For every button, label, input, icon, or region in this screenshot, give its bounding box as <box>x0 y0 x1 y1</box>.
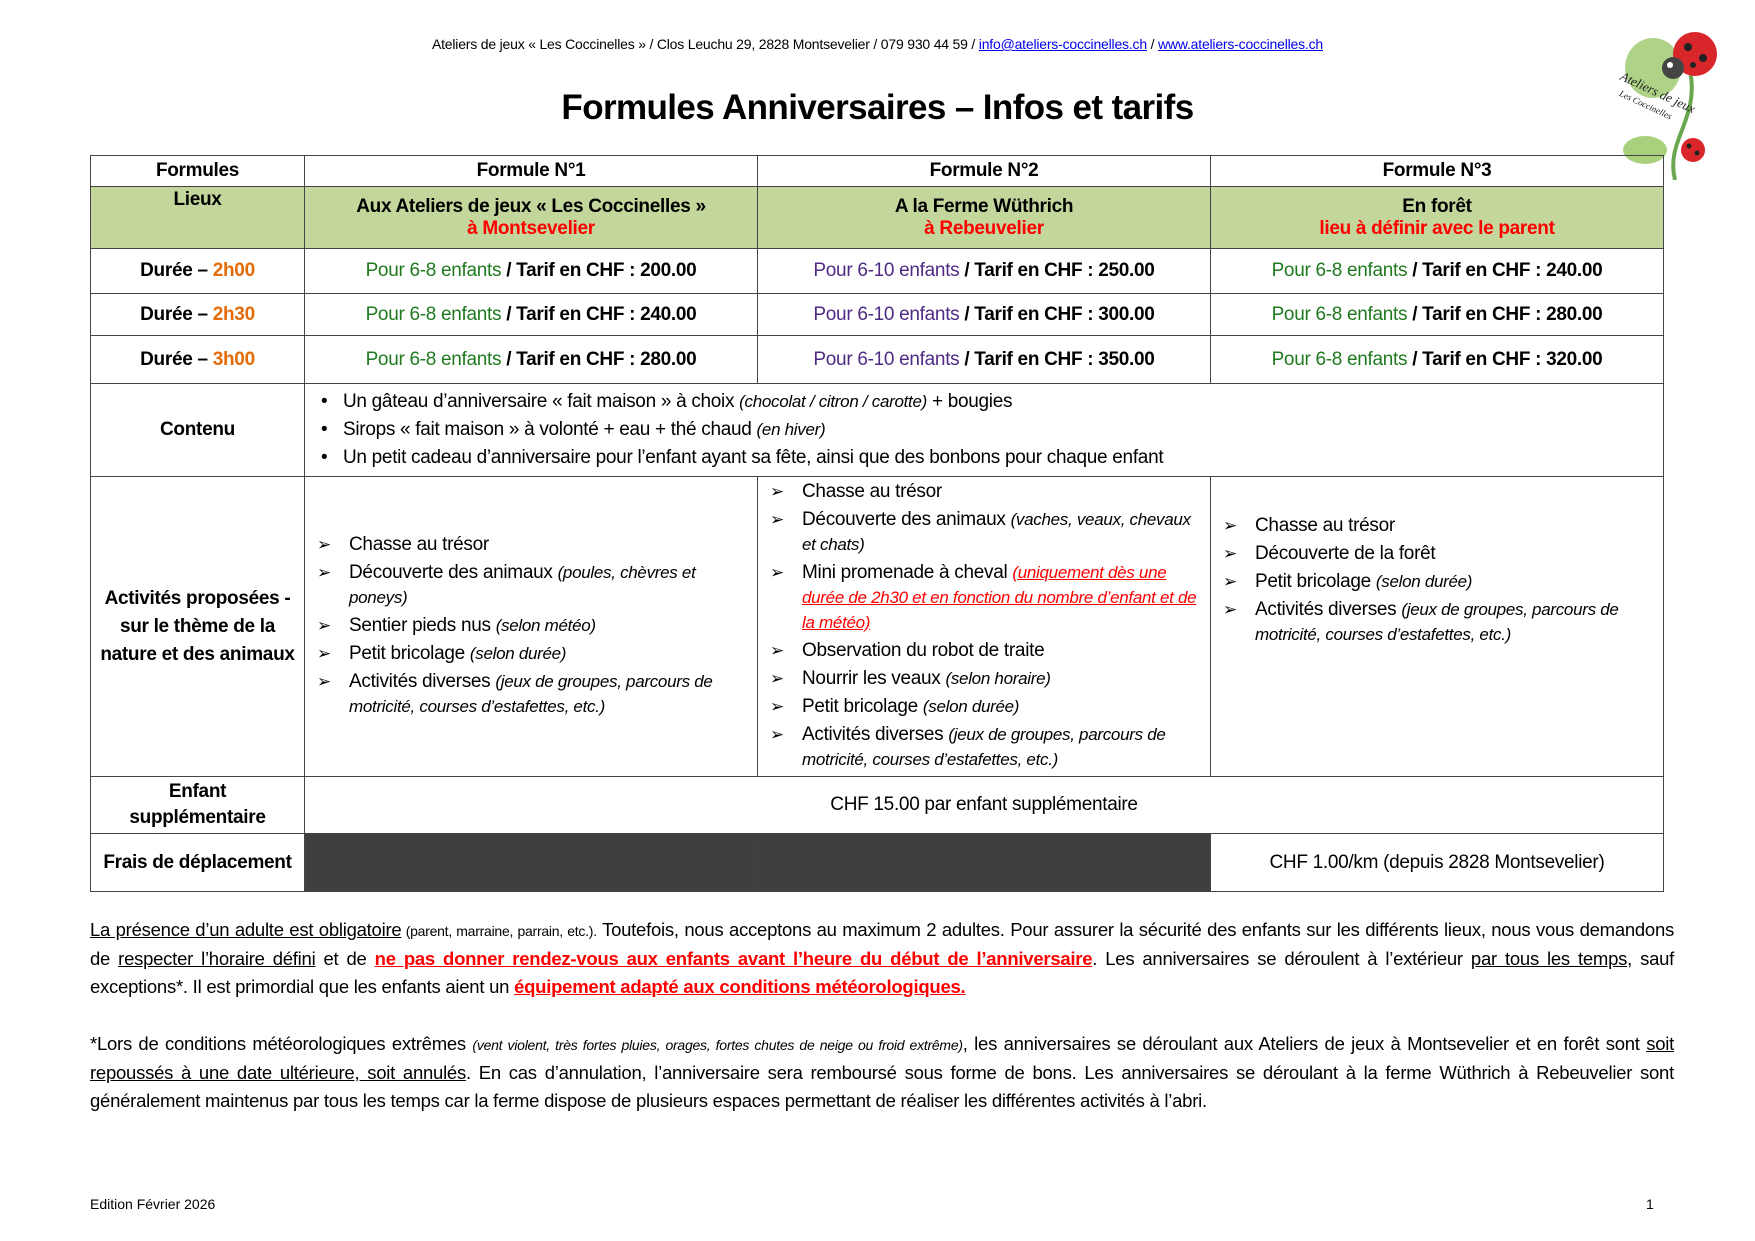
lieu-formule-1: Aux Ateliers de jeux « Les Coccinelles »… <box>304 186 758 249</box>
price-cell: Pour 6-10 enfants / Tarif en CHF : 300.0… <box>757 293 1211 336</box>
page-number: 1 <box>1646 1196 1654 1212</box>
activites-row: Activités proposées - sur le thème de la… <box>90 476 1664 777</box>
list-item: Chasse au trésor <box>766 479 1202 504</box>
price-cell: Pour 6-8 enfants / Tarif en CHF : 240.00 <box>1210 248 1664 294</box>
activites-formule-1: Chasse au trésor Découverte des animaux … <box>304 476 758 777</box>
duration-row: Durée – 2h00 Pour 6-8 enfants / Tarif en… <box>90 248 1664 294</box>
header-row: Formules Formule N°1 Formule N°2 Formule… <box>90 155 1664 187</box>
activites-label: Activités proposées - sur le thème de la… <box>90 476 305 777</box>
list-item: Découverte des animaux (poules, chèvres … <box>313 560 749 610</box>
duration-row: Durée – 2h30 Pour 6-8 enfants / Tarif en… <box>90 293 1664 336</box>
website-link[interactable]: www.ateliers-coccinelles.ch <box>1158 36 1324 52</box>
lieu-formule-3: En forêt lieu à définir avec le parent <box>1210 186 1664 249</box>
price-cell: Pour 6-10 enfants / Tarif en CHF : 250.0… <box>757 248 1211 294</box>
duration-label: Durée – 2h30 <box>90 293 305 336</box>
place-name: Aux Ateliers de jeux « Les Coccinelles » <box>356 195 706 217</box>
list-item: Sentier pieds nus (selon météo) <box>313 613 749 638</box>
lieux-row: Lieux Aux Ateliers de jeux « Les Coccine… <box>90 186 1664 249</box>
col-header-formule-2: Formule N°2 <box>757 155 1211 187</box>
place-town: à Montsevelier <box>467 217 595 239</box>
list-item: Petit bricolage (selon durée) <box>1219 569 1655 594</box>
weather-note: *Lors de conditions météorologiques extr… <box>90 1033 1674 1111</box>
price-cell: Pour 6-8 enfants / Tarif en CHF : 280.00 <box>1210 293 1664 336</box>
activites-formule-3: Chasse au trésor Découverte de la forêt … <box>1210 476 1664 777</box>
contenu-cell: Un gâteau d’anniversaire « fait maison »… <box>304 383 1664 477</box>
place-name: A la Ferme Wüthrich <box>894 195 1074 217</box>
list-item: Un gâteau d’anniversaire « fait maison »… <box>313 388 1655 416</box>
list-item: Activités diverses (jeux de groupes, par… <box>1219 597 1655 647</box>
place-name: En forêt <box>1402 195 1472 217</box>
email-link[interactable]: info@ateliers-coccinelles.ch <box>978 36 1147 52</box>
contenu-label: Contenu <box>90 383 305 477</box>
price-cell: Pour 6-10 enfants / Tarif en CHF : 350.0… <box>757 335 1211 384</box>
contenu-row: Contenu Un gâteau d’anniversaire « fait … <box>90 383 1664 477</box>
travel-na-formule-1 <box>304 833 758 892</box>
extra-child-row: Enfant supplémentaire CHF 15.00 par enfa… <box>90 776 1664 834</box>
price-cell: Pour 6-8 enfants / Tarif en CHF : 200.00 <box>304 248 758 294</box>
col-header-formule-1: Formule N°1 <box>304 155 758 187</box>
duration-row: Durée – 3h00 Pour 6-8 enfants / Tarif en… <box>90 335 1664 384</box>
extra-child-value: CHF 15.00 par enfant supplémentaire <box>304 776 1664 834</box>
duration-label: Durée – 3h00 <box>90 335 305 384</box>
col-header-formules: Formules <box>90 155 305 187</box>
list-item: Nourrir les veaux (selon horaire) <box>766 666 1202 691</box>
lieux-label: Lieux <box>90 186 305 249</box>
list-item: Petit bricolage (selon durée) <box>313 641 749 666</box>
travel-value: CHF 1.00/km (depuis 2828 Montsevelier) <box>1210 833 1664 892</box>
duration-label: Durée – 2h00 <box>90 248 305 294</box>
pricing-table: Formules Formule N°1 Formule N°2 Formule… <box>90 155 1664 892</box>
list-item: Un petit cadeau d’anniversaire pour l’en… <box>313 444 1655 472</box>
list-item: Chasse au trésor <box>313 532 749 557</box>
page-title: Formules Anniversaires – Infos et tarifs <box>561 88 1194 127</box>
lieu-formule-2: A la Ferme Wüthrich à Rebeuvelier <box>757 186 1211 249</box>
list-item: Petit bricolage (selon durée) <box>766 694 1202 719</box>
price-cell: Pour 6-8 enfants / Tarif en CHF : 240.00 <box>304 293 758 336</box>
list-item: Activités diverses (jeux de groupes, par… <box>313 669 749 719</box>
list-item: Chasse au trésor <box>1219 513 1655 538</box>
list-item: Découverte des animaux (vaches, veaux, c… <box>766 507 1202 557</box>
ladybug-logo: Ateliers de jeux Les Coccinelles <box>1617 32 1717 180</box>
price-cell: Pour 6-8 enfants / Tarif en CHF : 280.00 <box>304 335 758 384</box>
list-item: Activités diverses (jeux de groupes, par… <box>766 722 1202 772</box>
travel-label: Frais de déplacement <box>90 833 305 892</box>
list-item: Sirops « fait maison » à volonté + eau +… <box>313 416 1655 444</box>
adult-presence-note: La présence d’un adulte est obligatoire … <box>90 919 1675 997</box>
activites-formule-2: Chasse au trésor Découverte des animaux … <box>757 476 1211 777</box>
list-item: Observation du robot de traite <box>766 638 1202 663</box>
list-item: Découverte de la forêt <box>1219 541 1655 566</box>
travel-na-formule-2 <box>757 833 1211 892</box>
letterhead: Ateliers de jeux « Les Coccinelles » / C… <box>0 36 1755 52</box>
place-town: lieu à définir avec le parent <box>1319 217 1555 239</box>
separator: / <box>1146 36 1159 52</box>
address-text: Ateliers de jeux « Les Coccinelles » / C… <box>431 36 979 52</box>
price-cell: Pour 6-8 enfants / Tarif en CHF : 320.00 <box>1210 335 1664 384</box>
place-town: à Rebeuvelier <box>924 217 1044 239</box>
list-item: Mini promenade à cheval (uniquement dès … <box>766 560 1202 635</box>
travel-row: Frais de déplacement CHF 1.00/km (depuis… <box>90 833 1664 892</box>
edition-label: Edition Février 2026 <box>90 1196 216 1212</box>
extra-child-label: Enfant supplémentaire <box>90 776 305 834</box>
col-header-formule-3: Formule N°3 <box>1210 155 1664 187</box>
